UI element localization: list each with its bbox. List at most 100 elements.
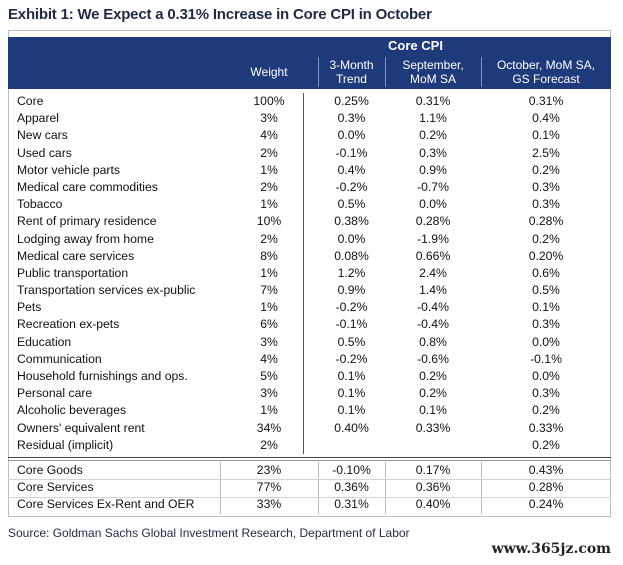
september-cell: 0.0% xyxy=(419,197,447,212)
september-cell: 1.1% xyxy=(419,111,447,126)
summary-row: Core Services 77% 0.36% 0.36% 0.28% xyxy=(8,479,611,496)
weight-cell: 3% xyxy=(260,111,278,126)
header-trend-line1: 3-Month xyxy=(329,58,374,72)
header-october: October, MoM SA, GS Forecast xyxy=(481,55,611,89)
weight-cell: 5% xyxy=(260,369,278,383)
table-header: Core CPI Weight 3-Month Trend September,… xyxy=(8,37,611,89)
row-label: Used cars xyxy=(17,145,72,160)
row-label: New cars xyxy=(17,128,68,143)
september-cell: 2.4% xyxy=(419,265,447,280)
weight-cell: 2% xyxy=(260,145,278,160)
trend-cell: 0.25% xyxy=(334,94,369,108)
table-row: Transportation services ex-public 7% 0.9% 1… xyxy=(8,282,611,299)
october-cell: 0.5% xyxy=(532,283,560,298)
table-row: Public transportation 1% 1.2% 2.4% 0.6% xyxy=(8,265,611,282)
october-cell: 0.2% xyxy=(532,403,560,418)
october-cell: 0.33% xyxy=(528,420,564,435)
row-label: Residual (implicit) xyxy=(17,437,114,452)
header-divider xyxy=(385,57,386,87)
trend-cell: -0.1% xyxy=(335,145,368,160)
header-september-line1: September, xyxy=(402,58,464,72)
weight-cell: 2% xyxy=(260,231,278,246)
weight-cell: 34% xyxy=(256,420,282,435)
header-columns: Weight 3-Month Trend September, MoM SA O… xyxy=(8,55,611,89)
summary-separator-inner xyxy=(8,460,611,462)
october-cell: 0.2% xyxy=(532,162,560,177)
weight-cell: 4% xyxy=(260,128,278,143)
september-cell: -0.4% xyxy=(417,317,449,332)
september-cell: 0.2% xyxy=(419,386,447,401)
header-group-label: Core CPI xyxy=(220,37,611,55)
row-label: Core xyxy=(17,94,44,108)
table-row: Lodging away from home 2% 0.0% -1.9% 0.2% xyxy=(8,231,611,248)
september-cell: 1.4% xyxy=(419,283,447,298)
weight-cell: 1% xyxy=(260,162,278,177)
weight-cell: 2% xyxy=(260,437,278,452)
october-cell: 0.28% xyxy=(528,214,564,229)
september-cell: 0.8% xyxy=(419,334,447,349)
table-row: Core 100% 0.25% 0.31% 0.31% xyxy=(8,93,611,110)
watermark: www.365jz.com xyxy=(491,541,611,557)
september-cell: 0.31% xyxy=(415,94,451,108)
weight-cell: 1% xyxy=(260,197,278,212)
row-label: Recreation ex-pets xyxy=(17,317,120,332)
table-row: Education 3% 0.5% 0.8% 0.0% xyxy=(8,334,611,351)
summary-column-divider xyxy=(318,462,319,514)
trend-cell: -0.2% xyxy=(335,351,368,366)
table-row: Apparel 3% 0.3% 1.1% 0.4% xyxy=(8,110,611,127)
table-row: New cars 4% 0.0% 0.2% 0.1% xyxy=(8,127,611,144)
october-cell: 0.3% xyxy=(532,317,560,332)
september-cell: 0.2% xyxy=(419,369,447,383)
header-october-line2: GS Forecast xyxy=(512,72,580,86)
table-row: Medical care commodities 2% -0.2% -0.7% 0.3% xyxy=(8,179,611,196)
row-label: Rent of primary residence xyxy=(17,214,157,229)
weight-cell: 1% xyxy=(260,300,278,315)
trend-cell: 0.5% xyxy=(337,197,366,212)
summary-column-divider xyxy=(385,462,386,514)
october-cell: 0.2% xyxy=(532,231,560,246)
october-cell: 0.20% xyxy=(528,248,564,263)
header-october-line1: October, MoM SA, xyxy=(496,58,596,72)
september-cell: 0.2% xyxy=(419,128,447,143)
weight-cell: 6% xyxy=(260,317,278,332)
october-cell: 0.43% xyxy=(528,462,564,477)
row-label: Medical care services xyxy=(17,248,135,263)
table-row: Motor vehicle parts 1% 0.4% 0.9% 0.2% xyxy=(8,162,611,179)
row-label: Personal care xyxy=(17,386,93,401)
weight-cell: 2% xyxy=(260,179,278,194)
table-row: Owners' equivalent rent 34% 0.40% 0.33% 0.33… xyxy=(8,420,611,437)
weight-cell: 3% xyxy=(260,386,278,401)
october-cell: 0.6% xyxy=(532,265,560,280)
weight-cell: 7% xyxy=(260,283,278,298)
september-cell: -0.7% xyxy=(417,179,449,194)
october-cell: 0.28% xyxy=(528,480,564,495)
september-cell: 0.66% xyxy=(415,248,451,263)
trend-cell: 0.0% xyxy=(337,128,366,143)
summary-row: Core Services Ex-Rent and OER 33% 0.31% 0.4… xyxy=(8,496,611,513)
table-row: Household furnishings and ops. 5% 0.1% 0.2%… xyxy=(8,368,611,385)
october-cell: 0.0% xyxy=(532,369,560,383)
table-row: Residual (implicit) 2% 0.2% xyxy=(8,437,611,454)
september-cell: 0.9% xyxy=(419,162,447,177)
trend-cell: 0.1% xyxy=(337,403,366,418)
table-row: Medical care services 8% 0.08% 0.66% 0.20% xyxy=(8,248,611,265)
table-row: Alcoholic beverages 1% 0.1% 0.1% 0.2% xyxy=(8,402,611,419)
row-label: Motor vehicle parts xyxy=(17,162,120,177)
row-label: Alcoholic beverages xyxy=(17,403,127,418)
weight-cell: 1% xyxy=(260,265,278,280)
table-row: Rent of primary residence 10% 0.38% 0.28% 0.… xyxy=(8,213,611,230)
header-weight-label: Weight xyxy=(250,65,288,79)
october-cell: 2.5% xyxy=(532,145,560,160)
trend-cell: 0.38% xyxy=(334,214,369,229)
weight-cell: 77% xyxy=(256,480,282,495)
september-cell: 0.17% xyxy=(415,462,451,477)
trend-cell: 0.9% xyxy=(337,283,366,298)
row-label: Transportation services ex-public xyxy=(17,283,196,298)
row-label: Core Goods xyxy=(17,462,83,477)
weight-cell: 33% xyxy=(256,497,282,512)
trend-cell: 1.2% xyxy=(337,265,366,280)
september-cell: 0.1% xyxy=(419,403,447,418)
september-cell: 0.36% xyxy=(415,480,451,495)
september-cell: 0.3% xyxy=(419,145,447,160)
trend-cell: 0.5% xyxy=(337,334,366,349)
